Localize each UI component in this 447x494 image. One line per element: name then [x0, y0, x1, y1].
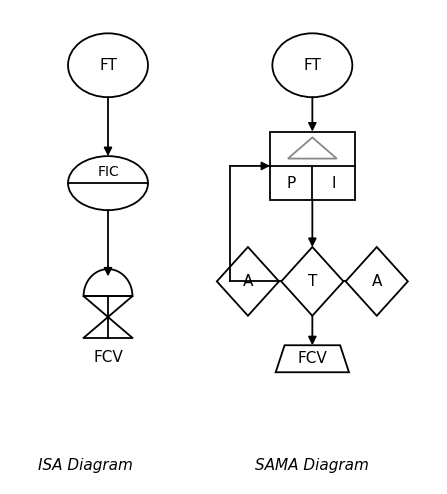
Text: T: T	[308, 274, 317, 289]
Text: FT: FT	[99, 58, 117, 73]
Text: A: A	[371, 274, 382, 289]
Text: ISA Diagram: ISA Diagram	[38, 458, 133, 473]
Text: FT: FT	[304, 58, 321, 73]
Text: I: I	[331, 176, 336, 191]
Text: FIC: FIC	[97, 165, 119, 179]
Text: P: P	[287, 176, 296, 191]
Text: FCV: FCV	[297, 351, 327, 366]
Text: SAMA Diagram: SAMA Diagram	[255, 458, 369, 473]
Bar	[270, 131, 354, 201]
Text: FCV: FCV	[93, 350, 123, 365]
Text: A: A	[243, 274, 253, 289]
